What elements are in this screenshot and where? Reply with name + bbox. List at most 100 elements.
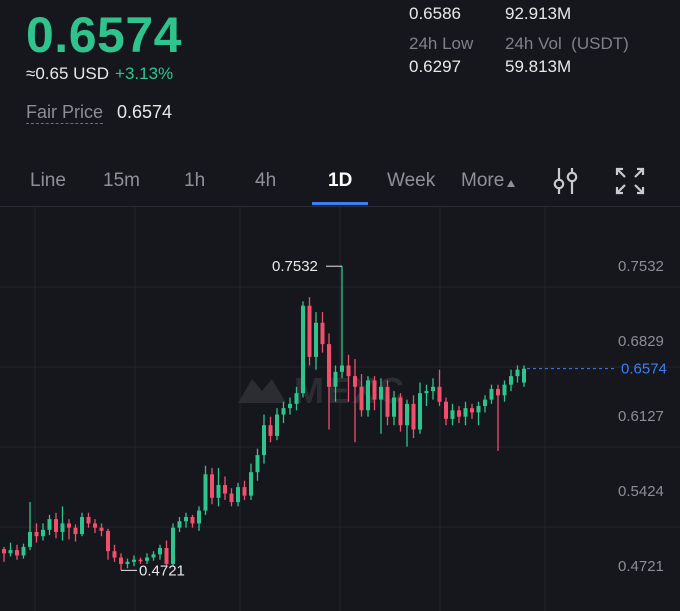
candle-body bbox=[268, 425, 273, 436]
usd-equivalent: ≈0.65 USD +3.13% bbox=[26, 64, 173, 84]
candle-body bbox=[359, 386, 364, 411]
candle-body bbox=[60, 523, 65, 532]
candle-body bbox=[450, 410, 455, 419]
candle bbox=[2, 546, 6, 562]
candle bbox=[444, 397, 448, 426]
candle-body bbox=[203, 474, 208, 511]
candle-body bbox=[385, 386, 390, 417]
last-price: 0.6574 bbox=[26, 7, 182, 63]
caret-icon bbox=[507, 180, 516, 187]
candle bbox=[41, 523, 45, 541]
candle-body bbox=[346, 365, 351, 377]
candle-body bbox=[119, 557, 123, 564]
candle bbox=[21, 543, 26, 559]
y-axis-label: 0.7532 bbox=[618, 258, 664, 275]
fullscreen-icon[interactable] bbox=[614, 166, 646, 196]
mexc-logo-icon bbox=[238, 379, 286, 403]
candle bbox=[301, 301, 305, 398]
candle bbox=[80, 512, 84, 537]
candle bbox=[359, 374, 364, 417]
candle bbox=[392, 391, 396, 426]
candle bbox=[476, 401, 481, 426]
candle-body bbox=[229, 493, 234, 503]
candle bbox=[54, 512, 58, 539]
tab-more[interactable]: More bbox=[461, 170, 516, 192]
candle bbox=[28, 502, 32, 551]
candle-body bbox=[54, 519, 58, 532]
y-axis-label: 0.4721 bbox=[618, 558, 664, 575]
annotations: 0.6574 0.7532 0.4721 bbox=[121, 258, 667, 579]
candle bbox=[249, 463, 253, 500]
tab-1h[interactable]: 1h bbox=[184, 170, 206, 191]
candle-body bbox=[145, 557, 149, 561]
tab-1d[interactable]: 1D bbox=[328, 170, 353, 191]
candle-body bbox=[483, 399, 487, 407]
candle bbox=[418, 382, 422, 434]
candle bbox=[190, 514, 195, 528]
candle bbox=[93, 519, 97, 534]
tab-more-label: More bbox=[461, 170, 505, 191]
candle-body bbox=[242, 487, 247, 496]
candle-body bbox=[197, 510, 201, 524]
candle bbox=[522, 365, 526, 387]
candle bbox=[47, 514, 52, 536]
candle bbox=[106, 528, 110, 560]
candle bbox=[424, 384, 429, 407]
fair-price-value: 0.6574 bbox=[117, 102, 173, 122]
tab-4h[interactable]: 4h bbox=[255, 170, 277, 191]
candle bbox=[138, 557, 143, 564]
y-axis-label: 0.6829 bbox=[618, 333, 664, 350]
chart-grid bbox=[0, 207, 680, 611]
candles bbox=[2, 266, 526, 571]
candle-body bbox=[340, 365, 344, 372]
candle-body bbox=[444, 401, 448, 419]
high-value: 0.6586 bbox=[409, 4, 461, 23]
indicator-settings-icon[interactable] bbox=[550, 166, 582, 196]
candle-body bbox=[164, 547, 169, 564]
candle bbox=[216, 467, 221, 507]
candle-body bbox=[314, 322, 318, 357]
candle-body bbox=[463, 408, 468, 417]
candle bbox=[242, 480, 247, 500]
candle bbox=[379, 378, 383, 434]
tab-15m[interactable]: 15m bbox=[103, 170, 140, 191]
candle bbox=[314, 312, 318, 370]
candle bbox=[8, 542, 13, 557]
candle-body bbox=[457, 410, 461, 417]
candle-body bbox=[366, 380, 370, 411]
candle bbox=[346, 354, 351, 402]
candle bbox=[34, 523, 39, 543]
candle-body bbox=[86, 517, 91, 524]
candle bbox=[158, 544, 162, 560]
current-price-label: 0.6574 bbox=[621, 361, 667, 378]
change-percent: +3.13% bbox=[115, 64, 174, 83]
vol-usdt-label: 24h Vol (USDT) bbox=[505, 34, 629, 53]
tab-week[interactable]: Week bbox=[387, 170, 436, 191]
candle-body bbox=[210, 474, 214, 498]
candle bbox=[340, 266, 344, 379]
fair-price-label[interactable]: Fair Price bbox=[26, 102, 104, 124]
candle-body bbox=[255, 455, 260, 473]
candle-body bbox=[223, 484, 227, 494]
candle bbox=[73, 524, 78, 542]
candle bbox=[60, 506, 65, 541]
tab-line[interactable]: Line bbox=[30, 170, 66, 191]
candle bbox=[405, 399, 409, 447]
candle bbox=[515, 365, 520, 383]
candle bbox=[15, 544, 19, 560]
candle-body bbox=[132, 559, 136, 562]
low-annotation: 0.4721 bbox=[139, 562, 185, 579]
candle-body bbox=[93, 523, 97, 528]
candle bbox=[411, 395, 416, 439]
candle-body bbox=[262, 425, 266, 456]
candle bbox=[483, 395, 487, 413]
candle bbox=[164, 540, 169, 567]
candle-body bbox=[392, 397, 396, 417]
candle bbox=[210, 467, 214, 505]
candle bbox=[171, 523, 175, 567]
candle bbox=[67, 519, 71, 540]
candle bbox=[262, 414, 266, 464]
candle bbox=[509, 369, 513, 392]
candle bbox=[223, 476, 227, 500]
